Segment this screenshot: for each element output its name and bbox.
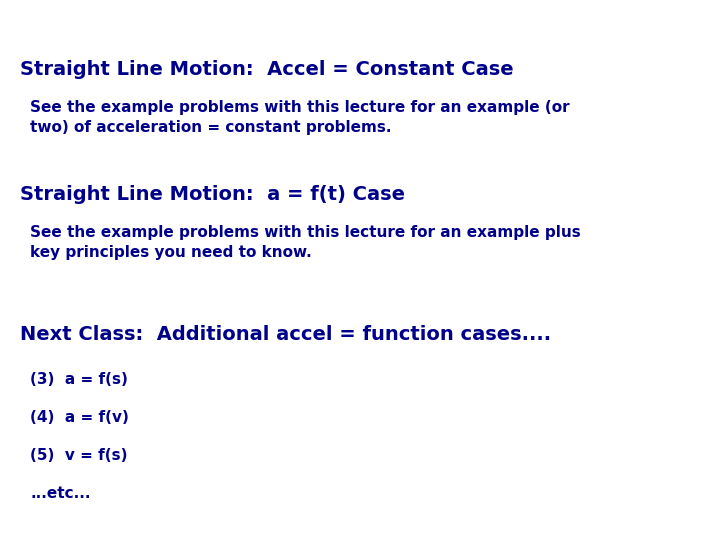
Text: (4)  a = f(v): (4) a = f(v) bbox=[30, 410, 129, 425]
Text: See the example problems with this lecture for an example plus
key principles yo: See the example problems with this lectu… bbox=[30, 225, 581, 260]
Text: Straight Line Motion:  a = f(t) Case: Straight Line Motion: a = f(t) Case bbox=[20, 185, 405, 204]
Text: (3)  a = f(s): (3) a = f(s) bbox=[30, 372, 128, 387]
Text: (5)  v = f(s): (5) v = f(s) bbox=[30, 448, 127, 463]
Text: Straight Line Motion:  Accel = Constant Case: Straight Line Motion: Accel = Constant C… bbox=[20, 60, 514, 79]
Text: See the example problems with this lecture for an example (or
two) of accelerati: See the example problems with this lectu… bbox=[30, 100, 570, 135]
Text: ...etc...: ...etc... bbox=[30, 486, 91, 501]
Text: Next Class:  Additional accel = function cases....: Next Class: Additional accel = function … bbox=[20, 325, 552, 344]
